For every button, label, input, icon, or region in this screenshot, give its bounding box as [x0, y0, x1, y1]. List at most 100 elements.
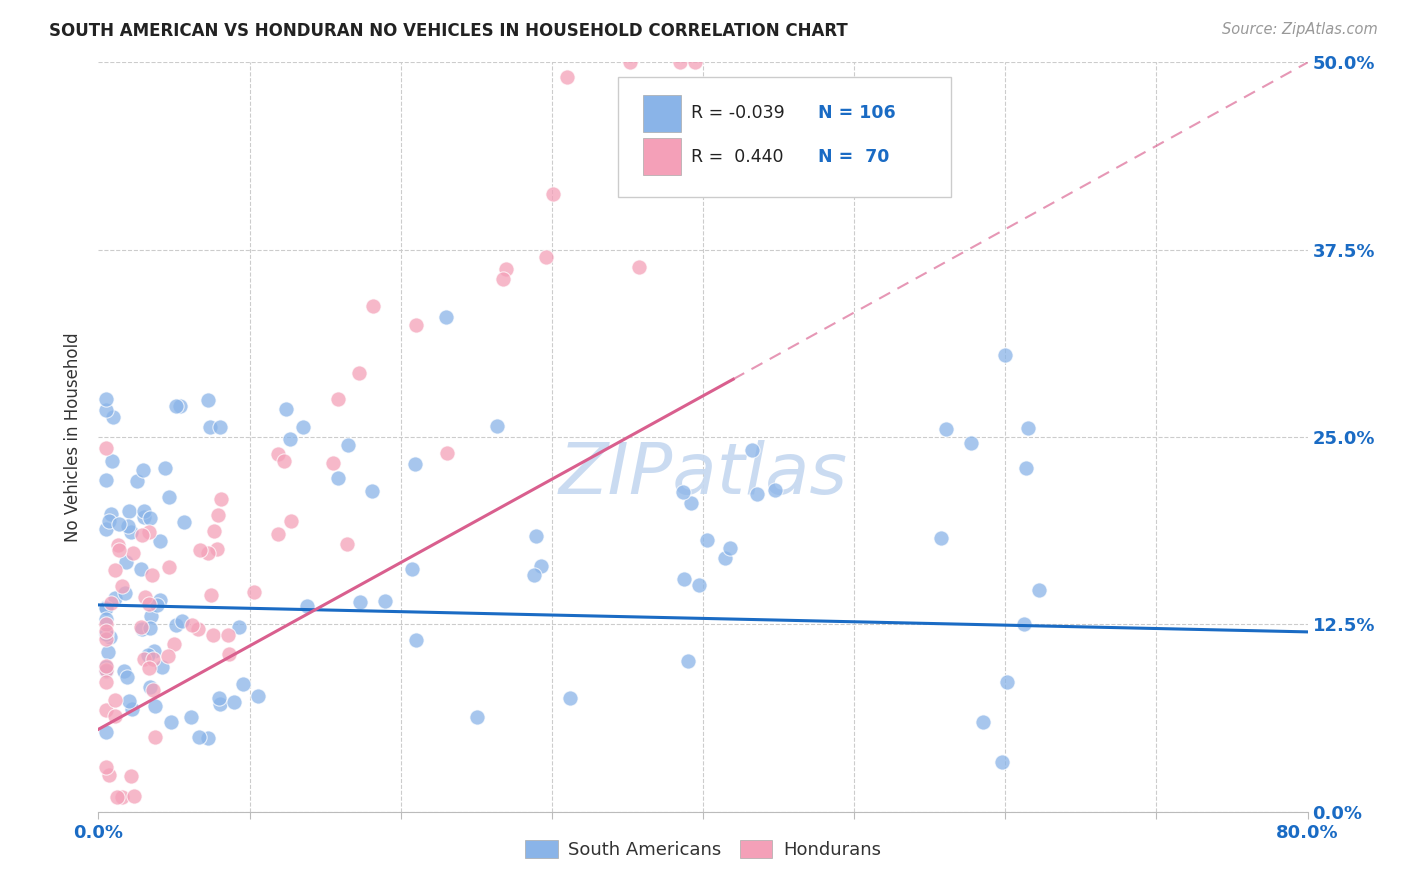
Hondurans [111, 579, 134, 593]
South Americans [121, 702, 143, 716]
Hondurans [683, 55, 706, 70]
Hondurans [138, 597, 160, 611]
Hondurans [94, 675, 117, 690]
South Americans [118, 694, 141, 708]
South Americans [360, 484, 382, 499]
Hondurans [555, 70, 578, 85]
Hondurans [668, 55, 690, 70]
Hondurans [104, 709, 127, 723]
Hondurans [180, 617, 202, 632]
South Americans [295, 599, 318, 613]
Hondurans [94, 663, 117, 677]
South Americans [523, 568, 546, 582]
South Americans [280, 432, 302, 446]
South Americans [935, 421, 957, 435]
South Americans [149, 593, 172, 607]
South Americans [139, 510, 162, 524]
South Americans [465, 710, 488, 724]
Hondurans [361, 299, 384, 313]
South Americans [208, 697, 231, 711]
South Americans [197, 393, 219, 408]
South Americans [530, 559, 553, 574]
South Americans [274, 402, 297, 417]
South Americans [94, 599, 117, 614]
Hondurans [138, 524, 160, 539]
South Americans [94, 392, 117, 406]
South Americans [94, 612, 117, 626]
Hondurans [495, 261, 517, 276]
Hondurans [197, 546, 219, 560]
South Americans [143, 699, 166, 714]
South Americans [696, 533, 718, 547]
South Americans [94, 522, 117, 536]
South Americans [115, 670, 138, 684]
Hondurans [94, 632, 117, 646]
South Americans [718, 541, 741, 556]
South Americans [139, 681, 162, 695]
South Americans [208, 690, 231, 705]
Text: ZIPatlas: ZIPatlas [558, 440, 848, 509]
Hondurans [134, 591, 156, 605]
South Americans [101, 454, 124, 468]
FancyBboxPatch shape [643, 95, 682, 132]
Hondurans [322, 456, 344, 470]
South Americans [486, 419, 509, 434]
South Americans [169, 399, 191, 413]
South Americans [120, 525, 142, 540]
FancyBboxPatch shape [643, 138, 682, 175]
Hondurans [111, 789, 134, 804]
Hondurans [129, 620, 152, 634]
Hondurans [491, 272, 513, 286]
South Americans [745, 487, 768, 501]
Hondurans [104, 692, 127, 706]
Hondurans [243, 585, 266, 599]
South Americans [688, 578, 710, 592]
Hondurans [207, 508, 229, 523]
Hondurans [436, 446, 458, 460]
Hondurans [205, 541, 228, 556]
South Americans [132, 463, 155, 477]
South Americans [672, 485, 695, 500]
South Americans [149, 534, 172, 549]
South Americans [132, 509, 155, 524]
South Americans [139, 621, 162, 635]
South Americans [672, 572, 695, 586]
Hondurans [105, 789, 128, 804]
South Americans [676, 654, 699, 668]
Hondurans [98, 768, 121, 782]
Hondurans [94, 703, 117, 717]
South Americans [232, 677, 254, 691]
Hondurans [121, 546, 143, 560]
South Americans [994, 348, 1017, 362]
Hondurans [326, 392, 349, 406]
South Americans [114, 586, 136, 600]
South Americans [142, 644, 165, 658]
South Americans [991, 755, 1014, 769]
South Americans [141, 609, 163, 624]
Hondurans [94, 441, 117, 455]
Hondurans [201, 628, 224, 642]
Hondurans [707, 111, 730, 125]
Text: Source: ZipAtlas.com: Source: ZipAtlas.com [1222, 22, 1378, 37]
Hondurans [202, 524, 225, 538]
Hondurans [156, 649, 179, 664]
Hondurans [124, 789, 146, 804]
South Americans [100, 630, 122, 644]
Hondurans [107, 538, 129, 552]
South Americans [97, 514, 120, 528]
Hondurans [405, 318, 427, 332]
Hondurans [541, 187, 564, 202]
South Americans [165, 399, 187, 413]
Hondurans [138, 661, 160, 675]
Hondurans [200, 588, 222, 602]
South Americans [94, 664, 117, 678]
Hondurans [267, 526, 290, 541]
South Americans [134, 504, 156, 518]
South Americans [246, 689, 269, 703]
South Americans [131, 622, 153, 636]
South Americans [153, 461, 176, 475]
South Americans [165, 617, 187, 632]
South Americans [100, 507, 122, 521]
South Americans [94, 600, 117, 615]
South Americans [94, 725, 117, 739]
